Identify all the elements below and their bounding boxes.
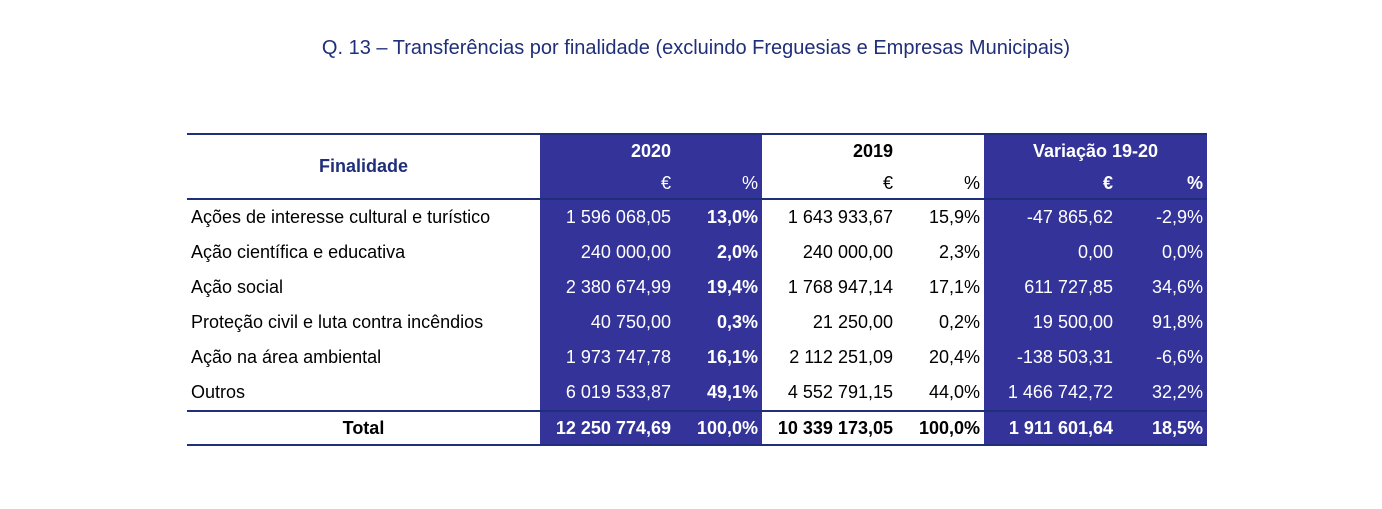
- subheader-var-pct: %: [1117, 168, 1207, 200]
- table-row: Ação social 2 380 674,99 19,4% 1 768 947…: [187, 270, 1207, 305]
- row-label: Ação científica e educativa: [191, 242, 406, 262]
- total-row: Total 12 250 774,69 100,0% 10 339 173,05…: [187, 410, 1207, 446]
- pct-variation: -2,9%: [1117, 199, 1207, 235]
- value-2020: 40 750,00: [540, 305, 675, 340]
- table-row: Proteção civil e luta contra incêndios 4…: [187, 305, 1207, 340]
- table-row: Ação científica e educativa 240 000,00 2…: [187, 235, 1207, 270]
- total-value-2020: 12 250 774,69: [540, 410, 675, 446]
- pct-2019: 44,0%: [928, 382, 980, 402]
- pct-2020: 2,0%: [675, 235, 762, 270]
- pct-2019: 2,3%: [938, 242, 980, 262]
- header-row-units: € % € % € %: [187, 168, 1207, 200]
- row-label: Ações de interesse cultural e turístico: [191, 207, 491, 227]
- value-2019: 4 552 791,15: [787, 382, 893, 402]
- group-header-variacao: Variação 19-20: [984, 133, 1207, 168]
- value-2020: 1 596 068,05: [540, 199, 675, 235]
- pct-2020: 19,4%: [675, 270, 762, 305]
- value-variation: 1 466 742,72: [984, 375, 1117, 411]
- table-title: Q. 13 – Transferências por finalidade (e…: [321, 37, 1071, 59]
- pct-2020: 0,3%: [675, 305, 762, 340]
- value-2019: 2 112 251,09: [789, 347, 893, 367]
- value-2020: 1 973 747,78: [540, 340, 675, 375]
- total-pct-2019: 100,0%: [897, 410, 984, 446]
- row-label: Proteção civil e luta contra incêndios: [191, 312, 484, 332]
- pct-variation: 34,6%: [1117, 270, 1207, 305]
- pct-2019: 20,4%: [928, 347, 980, 367]
- table-row: Ação na área ambiental 1 973 747,78 16,1…: [187, 340, 1207, 375]
- total-value-variation: 1 911 601,64: [984, 410, 1117, 446]
- table-row: Outros 6 019 533,87 49,1% 4 552 791,15 4…: [187, 375, 1207, 411]
- pct-2019: 15,9%: [928, 207, 980, 227]
- total-value-2019: 10 339 173,05: [762, 410, 897, 446]
- pct-variation: 0,0%: [1117, 235, 1207, 270]
- pct-variation: 32,2%: [1117, 375, 1207, 411]
- value-2019: 21 250,00: [812, 312, 893, 332]
- subheader-2020-pct: %: [675, 168, 762, 200]
- pct-2020: 16,1%: [675, 340, 762, 375]
- table-row: Ações de interesse cultural e turístico …: [187, 199, 1207, 235]
- group-header-2019: 2019: [762, 133, 984, 168]
- pct-2019: 0,2%: [938, 312, 980, 332]
- column-header-finalidade: Finalidade: [187, 133, 540, 200]
- header-row-groups: Finalidade 2020 2019 Variação 19-20: [187, 133, 1207, 200]
- pct-variation: 91,8%: [1117, 305, 1207, 340]
- value-2020: 240 000,00: [540, 235, 675, 270]
- row-label: Outros: [191, 382, 246, 402]
- total-pct-2020: 100,0%: [675, 410, 762, 446]
- subheader-2020-euro: €: [540, 168, 675, 200]
- value-variation: -138 503,31: [984, 340, 1117, 375]
- group-header-2020: 2020: [540, 133, 762, 168]
- pct-2019: 17,1%: [928, 277, 980, 297]
- value-variation: -47 865,62: [984, 199, 1117, 235]
- pct-2020: 13,0%: [675, 199, 762, 235]
- pct-2020: 49,1%: [675, 375, 762, 411]
- value-2019: 1 643 933,67: [787, 207, 893, 227]
- total-label: Total: [187, 410, 540, 446]
- value-variation: 611 727,85: [984, 270, 1117, 305]
- value-2019: 240 000,00: [802, 242, 893, 262]
- value-variation: 0,00: [984, 235, 1117, 270]
- row-label: Ação social: [191, 277, 284, 297]
- value-2019: 1 768 947,14: [787, 277, 893, 297]
- value-2020: 6 019 533,87: [540, 375, 675, 411]
- transfers-table: Finalidade 2020 2019 Variação 19-20 € % …: [187, 133, 1207, 446]
- value-2020: 2 380 674,99: [540, 270, 675, 305]
- total-pct-variation: 18,5%: [1117, 410, 1207, 446]
- row-label: Ação na área ambiental: [191, 347, 382, 367]
- subheader-2019-euro: €: [762, 168, 897, 200]
- pct-variation: -6,6%: [1117, 340, 1207, 375]
- subheader-var-euro: €: [984, 168, 1117, 200]
- subheader-2019-pct: %: [897, 168, 984, 200]
- value-variation: 19 500,00: [984, 305, 1117, 340]
